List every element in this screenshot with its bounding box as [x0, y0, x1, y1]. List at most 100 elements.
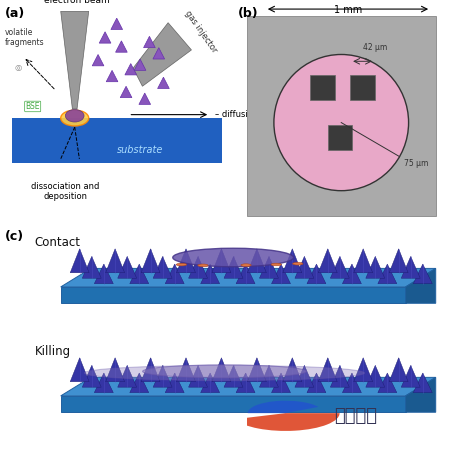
Circle shape: [271, 263, 282, 266]
Ellipse shape: [143, 365, 306, 378]
Text: gas injector: gas injector: [183, 9, 219, 54]
Polygon shape: [118, 257, 136, 278]
Polygon shape: [212, 249, 231, 273]
Ellipse shape: [84, 365, 365, 380]
Polygon shape: [307, 373, 326, 393]
Polygon shape: [118, 365, 136, 387]
Bar: [310, 75, 335, 100]
Polygon shape: [401, 257, 420, 278]
Text: Killing: Killing: [35, 345, 71, 358]
Polygon shape: [176, 358, 195, 382]
Polygon shape: [272, 264, 291, 284]
Polygon shape: [201, 264, 220, 284]
Polygon shape: [366, 257, 385, 278]
Polygon shape: [99, 32, 111, 43]
Polygon shape: [295, 257, 314, 278]
Polygon shape: [61, 11, 89, 109]
Polygon shape: [120, 86, 132, 98]
Polygon shape: [106, 249, 124, 273]
Polygon shape: [153, 48, 165, 59]
Text: – diffusion: – diffusion: [215, 110, 258, 119]
Polygon shape: [272, 373, 291, 393]
Polygon shape: [405, 268, 436, 303]
Circle shape: [176, 263, 187, 266]
Ellipse shape: [173, 248, 294, 267]
Polygon shape: [189, 257, 207, 278]
Wedge shape: [248, 401, 318, 413]
Text: volatile
fragments: volatile fragments: [4, 28, 44, 47]
Polygon shape: [94, 264, 113, 284]
Polygon shape: [158, 77, 169, 89]
Polygon shape: [141, 358, 160, 382]
Polygon shape: [378, 373, 397, 393]
Polygon shape: [378, 264, 397, 284]
Circle shape: [293, 262, 303, 265]
Polygon shape: [94, 373, 113, 393]
Text: 75 μm: 75 μm: [404, 159, 428, 168]
Polygon shape: [283, 249, 302, 273]
Polygon shape: [70, 358, 89, 382]
Text: (c): (c): [4, 230, 24, 243]
Polygon shape: [366, 365, 385, 387]
Polygon shape: [165, 264, 184, 284]
Polygon shape: [247, 358, 266, 382]
Polygon shape: [134, 59, 146, 70]
Polygon shape: [236, 264, 255, 284]
Polygon shape: [165, 373, 184, 393]
Polygon shape: [343, 373, 361, 393]
Polygon shape: [153, 365, 172, 387]
Polygon shape: [130, 373, 149, 393]
Polygon shape: [224, 365, 243, 387]
Polygon shape: [125, 64, 136, 75]
Polygon shape: [61, 287, 405, 303]
FancyBboxPatch shape: [247, 16, 436, 216]
Polygon shape: [236, 373, 255, 393]
Text: Contact: Contact: [35, 236, 81, 249]
Polygon shape: [61, 377, 436, 396]
FancyBboxPatch shape: [12, 118, 222, 163]
Polygon shape: [224, 257, 243, 278]
Polygon shape: [260, 257, 278, 278]
Polygon shape: [61, 268, 436, 287]
Polygon shape: [153, 257, 172, 278]
Polygon shape: [92, 54, 104, 66]
Text: substrate: substrate: [117, 145, 163, 155]
Text: 三迪时空: 三迪时空: [334, 407, 377, 425]
Text: 1 mm: 1 mm: [334, 5, 362, 15]
Polygon shape: [405, 377, 436, 412]
Circle shape: [274, 54, 409, 191]
Polygon shape: [354, 358, 373, 382]
Polygon shape: [212, 358, 231, 382]
Polygon shape: [389, 358, 408, 382]
Polygon shape: [106, 358, 124, 382]
Polygon shape: [354, 249, 373, 273]
Polygon shape: [201, 373, 220, 393]
Polygon shape: [401, 365, 420, 387]
Polygon shape: [247, 249, 266, 273]
Text: dissociation and
deposition: dissociation and deposition: [31, 182, 100, 201]
Ellipse shape: [61, 110, 89, 126]
Wedge shape: [235, 413, 339, 431]
Text: (b): (b): [238, 7, 259, 20]
Polygon shape: [295, 365, 314, 387]
Polygon shape: [330, 257, 349, 278]
Polygon shape: [70, 249, 89, 273]
Polygon shape: [413, 373, 432, 393]
Circle shape: [198, 264, 208, 266]
Polygon shape: [106, 70, 118, 82]
Polygon shape: [144, 36, 155, 48]
Bar: [328, 125, 352, 150]
Polygon shape: [389, 249, 408, 273]
Text: electron beam: electron beam: [44, 0, 110, 5]
Text: BSE: BSE: [26, 102, 40, 111]
Text: (a): (a): [4, 7, 25, 20]
Polygon shape: [260, 365, 278, 387]
Polygon shape: [343, 264, 361, 284]
Polygon shape: [176, 249, 195, 273]
Polygon shape: [283, 358, 302, 382]
Polygon shape: [133, 23, 191, 86]
Polygon shape: [82, 257, 101, 278]
Polygon shape: [141, 249, 160, 273]
Polygon shape: [61, 396, 405, 412]
Polygon shape: [82, 365, 101, 387]
